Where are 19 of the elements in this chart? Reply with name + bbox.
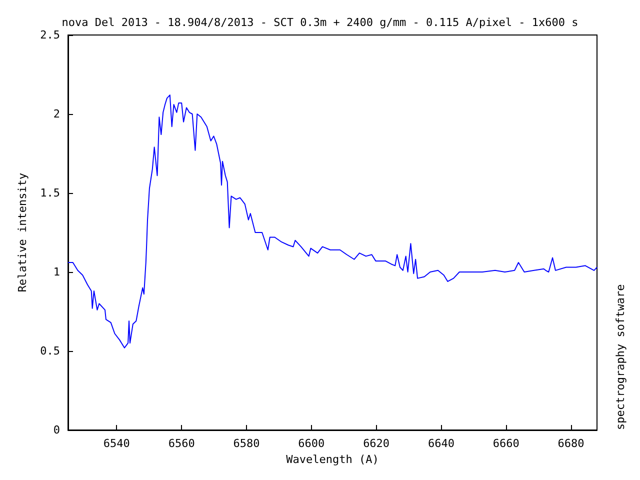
line-series (68, 94, 598, 348)
y-tick-label: 0.5 (40, 344, 60, 358)
x-tick-label: 6620 (363, 437, 390, 450)
y-tick-label: 1.5 (40, 186, 60, 200)
x-tick-label: 6560 (168, 437, 195, 450)
x-tick-label: 6580 (233, 437, 260, 450)
y-axis-title: Relative intensity (16, 172, 29, 292)
x-axis-title: Wavelength (A) (286, 452, 379, 466)
x-tick-label: 6600 (298, 437, 325, 450)
y-tick-label: 2.5 (40, 28, 60, 42)
chart-title: nova Del 2013 - 18.904/8/2013 - SCT 0.3m + 2400 g/mm - 0.115 A/pixel - 1x600 s (62, 16, 578, 29)
x-tick-label: 6540 (103, 437, 130, 450)
y-tick-label: 2 (53, 108, 60, 120)
x-tick-label: 6680 (558, 437, 584, 450)
x-tick-label: 6640 (428, 437, 454, 450)
y-tick-label: 1 (53, 266, 60, 278)
y-tick-label: 0 (53, 424, 60, 436)
x-tick-label: 6660 (492, 437, 520, 450)
text: spectrography software (614, 284, 627, 430)
